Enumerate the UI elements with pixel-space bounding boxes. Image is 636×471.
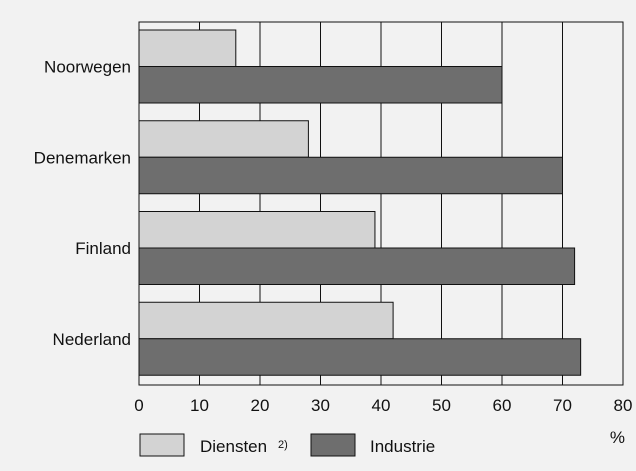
category-label-noorwegen: Noorwegen bbox=[44, 58, 131, 77]
plot-frame bbox=[138, 21, 624, 386]
bar-diensten-denemarken bbox=[138, 120, 309, 158]
bar-industrie-nederland bbox=[138, 338, 582, 376]
x-tick-30: 30 bbox=[311, 396, 330, 415]
bar-diensten-noorwegen bbox=[138, 29, 237, 67]
category-label-finland: Finland bbox=[75, 239, 131, 258]
category-label-denemarken: Denemarken bbox=[34, 148, 131, 167]
legend: Diensten 2) Industrie bbox=[139, 433, 435, 457]
legend-label-diensten: Diensten bbox=[200, 437, 267, 456]
category-label-nederland: Nederland bbox=[53, 330, 131, 349]
x-tick-labels: 0 10 20 30 40 50 60 70 80 bbox=[134, 396, 632, 415]
bar-diensten-nederland bbox=[138, 301, 394, 340]
x-tick-40: 40 bbox=[372, 396, 391, 415]
x-axis-label: % bbox=[610, 428, 625, 447]
x-tick-60: 60 bbox=[493, 396, 512, 415]
legend-footnote-diensten: 2) bbox=[278, 439, 288, 451]
category-labels: Noorwegen Denemarken Finland Nederland bbox=[34, 58, 131, 349]
bars bbox=[138, 29, 582, 376]
bar-industrie-noorwegen bbox=[138, 66, 503, 104]
bar-industrie-denemarken bbox=[138, 156, 563, 195]
x-tick-0: 0 bbox=[134, 396, 143, 415]
bar-diensten-finland bbox=[138, 211, 376, 249]
x-tick-70: 70 bbox=[553, 396, 572, 415]
legend-swatch-diensten bbox=[139, 433, 185, 457]
x-tick-80: 80 bbox=[614, 396, 633, 415]
legend-swatch-industrie bbox=[310, 433, 356, 457]
bar-industrie-finland bbox=[138, 247, 576, 285]
x-tick-10: 10 bbox=[190, 396, 209, 415]
x-tick-50: 50 bbox=[432, 396, 451, 415]
legend-label-industrie: Industrie bbox=[370, 437, 435, 456]
x-tick-20: 20 bbox=[251, 396, 270, 415]
